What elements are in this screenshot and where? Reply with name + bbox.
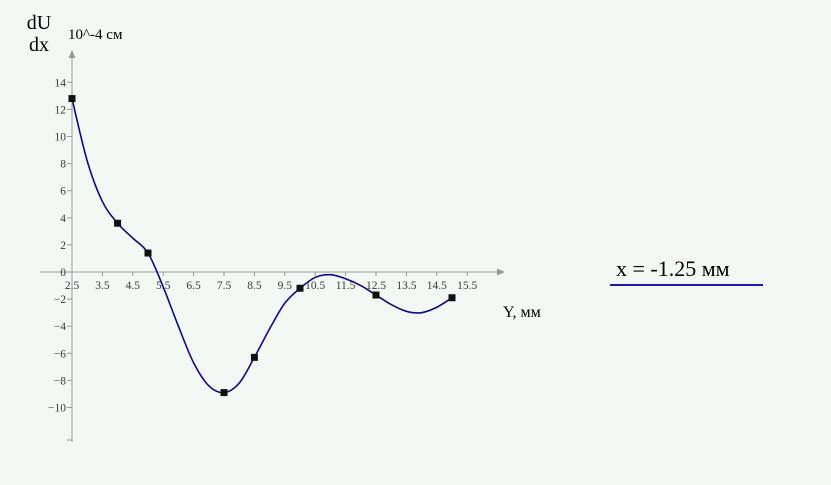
x-tick-label: 15.5 xyxy=(457,280,477,292)
y-axis-arrow xyxy=(68,50,76,58)
x-tick-label: 13.5 xyxy=(396,280,416,292)
x-tick-label: 10.5 xyxy=(305,280,325,292)
x-tick-label: 12.5 xyxy=(366,280,386,292)
x-tick-label: 11.5 xyxy=(336,280,356,292)
x-tick-label: 7.5 xyxy=(217,280,232,292)
series-line xyxy=(71,98,453,394)
equation-underline xyxy=(610,284,763,286)
y-tick-label: 8 xyxy=(60,159,66,171)
x-tick-label: 9.5 xyxy=(278,280,293,292)
data-point xyxy=(250,353,258,361)
x-tick-label: 8.5 xyxy=(247,280,262,292)
x-tick-label: 4.5 xyxy=(126,280,141,292)
y-tick-label: 2 xyxy=(60,240,66,252)
y-tick-label: −4 xyxy=(54,321,66,333)
y-tick-label: −10 xyxy=(48,403,66,415)
y-axis-label-numerator: dU xyxy=(26,12,52,34)
y-axis-label: dU dx xyxy=(22,12,56,56)
x-tick-label: 14.5 xyxy=(427,280,447,292)
x-tick-label: 6.5 xyxy=(186,280,201,292)
data-point xyxy=(68,95,76,103)
y-tick-label: 10 xyxy=(55,132,67,144)
data-point xyxy=(448,294,456,302)
equation-label: x = -1.25 мм xyxy=(616,256,730,281)
y-axis-unit: 10^-4 см xyxy=(68,27,123,43)
y-tick-label: 12 xyxy=(55,104,67,116)
x-axis-label: Y, мм xyxy=(503,304,541,321)
y-tick-label: −8 xyxy=(54,375,66,387)
data-point xyxy=(144,249,152,257)
y-tick-label: 4 xyxy=(60,213,66,225)
y-tick-label: 14 xyxy=(55,77,67,89)
y-tick-label: 0 xyxy=(60,267,66,279)
x-axis-arrow xyxy=(497,268,505,276)
y-tick-label: 6 xyxy=(60,186,66,198)
x-tick-label: 3.5 xyxy=(95,280,110,292)
y-tick-label: −6 xyxy=(54,348,66,360)
data-point xyxy=(220,389,228,397)
y-axis-label-denominator: dx xyxy=(29,34,49,56)
data-point xyxy=(372,291,380,299)
y-tick-label: −2 xyxy=(54,294,66,306)
x-tick-label: 2.5 xyxy=(65,280,80,292)
data-point xyxy=(296,284,304,292)
data-point xyxy=(114,219,122,227)
